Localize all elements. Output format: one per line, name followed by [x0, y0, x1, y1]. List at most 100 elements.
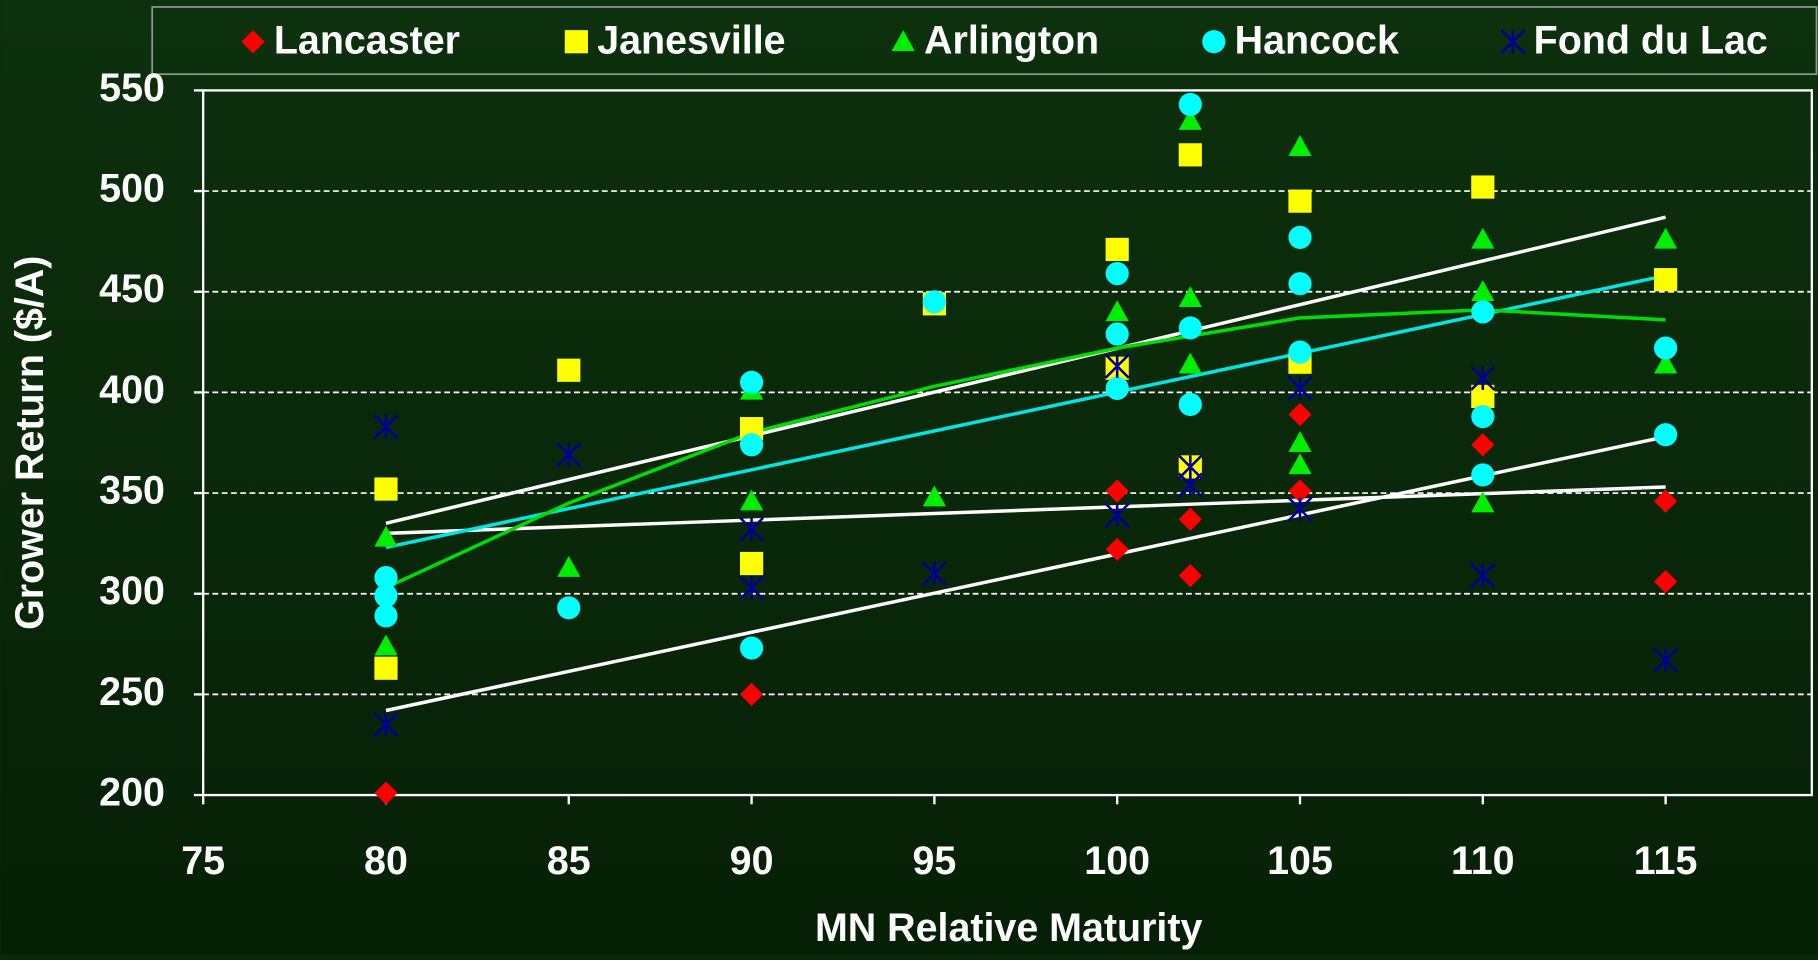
legend-label: Hancock	[1235, 18, 1399, 62]
marker	[1471, 491, 1495, 513]
marker	[1105, 376, 1129, 400]
legend-label: Arlington	[924, 18, 1099, 62]
marker	[1471, 404, 1495, 429]
x-tick-label: 90	[730, 839, 774, 883]
marker	[557, 555, 581, 577]
marker	[1177, 472, 1203, 498]
marker	[1471, 300, 1495, 324]
y-tick-label: 250	[99, 670, 165, 714]
marker	[1471, 175, 1495, 199]
marker	[1654, 570, 1678, 594]
marker	[1105, 537, 1129, 562]
marker	[1105, 300, 1129, 322]
marker	[1105, 237, 1129, 262]
marker	[374, 634, 398, 656]
y-tick-label: 550	[99, 66, 165, 110]
marker	[556, 442, 582, 468]
marker	[373, 712, 399, 738]
x-tick-label: 85	[547, 839, 591, 883]
x-tick-label: 100	[1084, 839, 1150, 883]
marker	[1471, 384, 1495, 409]
marker	[1104, 353, 1130, 379]
marker	[739, 489, 764, 511]
marker	[1288, 453, 1312, 475]
legend-box	[151, 6, 1818, 76]
marker	[739, 370, 764, 394]
x-tick-label: 80	[364, 839, 408, 883]
marker	[1178, 316, 1202, 340]
marker	[922, 290, 946, 314]
legend-label: Fond du Lac	[1534, 18, 1768, 62]
x-tick-label: 95	[912, 839, 956, 883]
marker	[1470, 563, 1496, 589]
marker	[739, 682, 764, 706]
marker	[1288, 402, 1312, 427]
marker	[374, 604, 398, 628]
marker	[1178, 352, 1202, 374]
marker	[374, 525, 398, 547]
marker	[1105, 262, 1129, 286]
y-tick-label: 350	[99, 468, 165, 512]
marker	[739, 417, 764, 441]
marker	[374, 566, 398, 590]
marker	[1288, 189, 1312, 213]
marker	[557, 596, 581, 620]
marker	[1653, 647, 1679, 673]
marker	[1654, 352, 1678, 374]
marker	[374, 781, 398, 805]
legend-marker	[1202, 30, 1226, 54]
x-tick-label: 110	[1451, 839, 1515, 883]
marker	[1288, 479, 1312, 503]
marker	[557, 358, 581, 382]
marker	[1654, 336, 1678, 360]
marker	[1178, 286, 1202, 308]
marker	[1288, 225, 1312, 249]
y-tick-label: 400	[99, 368, 165, 412]
marker	[739, 636, 764, 660]
legend-marker	[564, 30, 588, 54]
marker	[1471, 280, 1495, 302]
marker	[374, 584, 398, 608]
marker	[1178, 143, 1202, 167]
marker	[1105, 479, 1129, 503]
marker	[373, 414, 399, 440]
legend-marker	[1500, 29, 1526, 55]
marker	[922, 485, 946, 507]
trend-line	[385, 485, 1666, 536]
y-tick-label: 200	[99, 770, 165, 814]
marker	[1287, 496, 1313, 522]
marker	[1471, 227, 1495, 249]
x-axis-title: MN Relative Maturity	[815, 906, 1203, 950]
marker	[1288, 135, 1312, 157]
marker	[1104, 502, 1130, 528]
marker	[1287, 375, 1313, 401]
y-tick-label: 500	[99, 166, 165, 210]
marker	[1178, 92, 1202, 117]
marker	[1178, 507, 1202, 531]
marker	[739, 551, 764, 576]
marker	[739, 575, 765, 601]
marker	[1288, 272, 1312, 296]
marker	[1288, 431, 1312, 453]
legend-label: Janesville	[597, 18, 785, 62]
marker	[921, 561, 947, 587]
marker	[1654, 227, 1678, 249]
marker	[1470, 365, 1496, 391]
marker	[1654, 423, 1678, 447]
y-tick-label: 450	[99, 267, 165, 311]
trend-line	[385, 273, 1666, 550]
trend-line	[385, 434, 1666, 713]
x-tick-label: 115	[1634, 839, 1698, 883]
marker	[374, 477, 398, 501]
trend-line	[385, 308, 1666, 590]
marker	[1654, 268, 1678, 292]
marker	[1288, 340, 1312, 364]
y-tick-label: 300	[99, 569, 165, 613]
marker	[1178, 392, 1202, 417]
marker	[739, 433, 764, 457]
marker	[1105, 322, 1129, 346]
trend-line	[385, 215, 1667, 525]
